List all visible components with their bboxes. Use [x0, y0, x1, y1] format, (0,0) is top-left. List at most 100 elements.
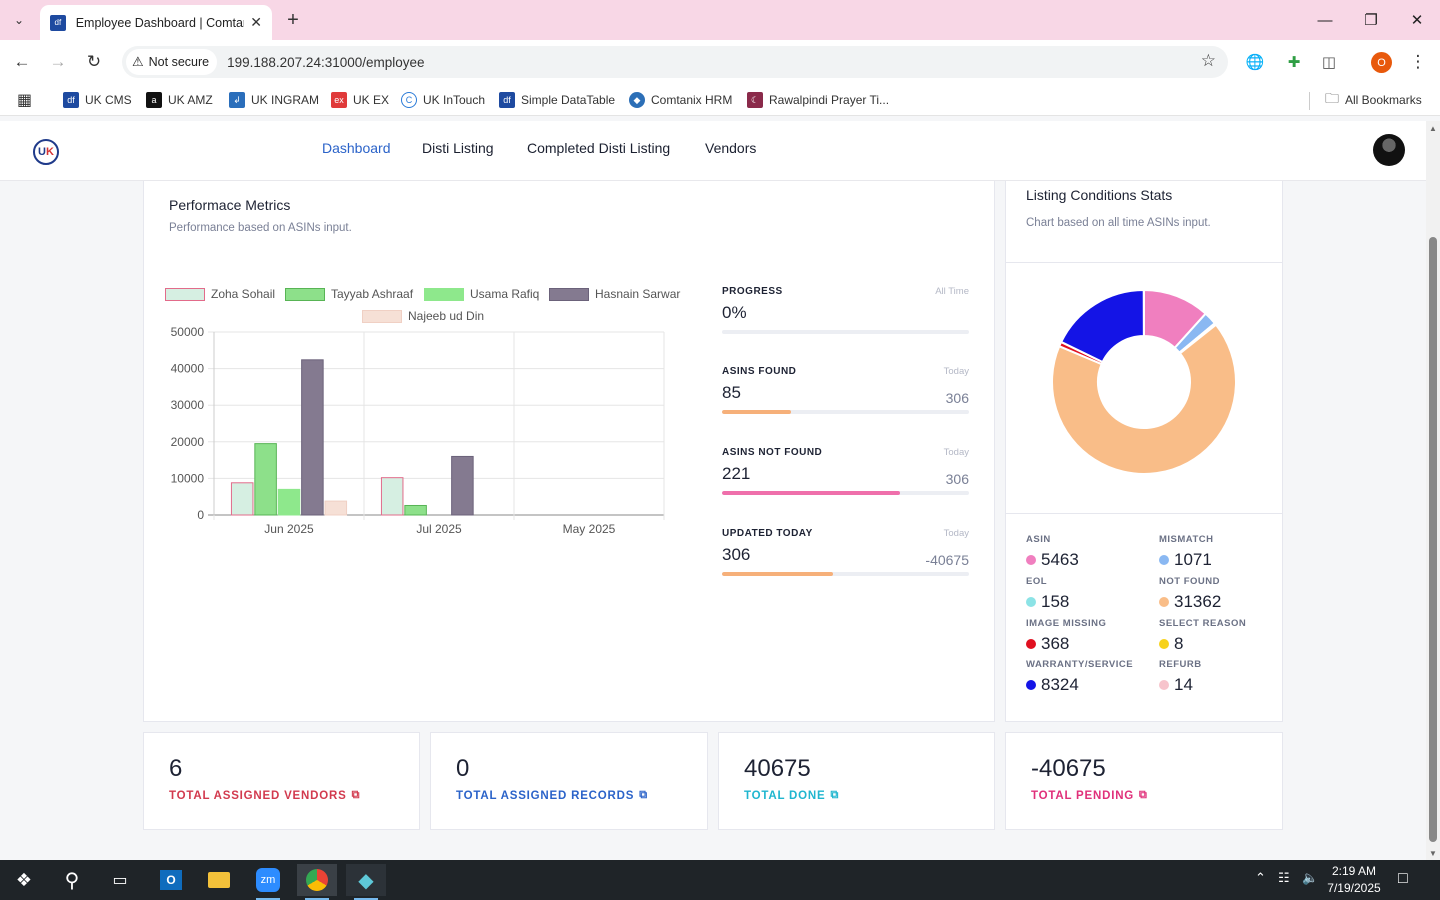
nav-vendors[interactable]: Vendors: [705, 140, 757, 156]
bar-tayyab-ashraaf[interactable]: [404, 504, 427, 516]
bar-zoha-sohail[interactable]: [380, 477, 404, 516]
bookmark-star-icon[interactable]: ☆: [1200, 51, 1216, 70]
bookmark-uk-ex[interactable]: ex UK EX: [331, 91, 389, 109]
volume-muted-icon[interactable]: 🔈: [1302, 870, 1319, 885]
profile-avatar[interactable]: O: [1371, 52, 1392, 73]
search-icon[interactable]: ⚲: [64, 869, 80, 892]
tab-search-chevron-icon[interactable]: ⌄: [13, 13, 25, 27]
all-bookmarks[interactable]: 🗀 All Bookmarks: [1325, 90, 1422, 109]
windows-start-icon[interactable]: ❖: [15, 869, 33, 890]
url-text[interactable]: 199.188.207.24:31000/employee: [227, 54, 425, 70]
translate-globe-icon[interactable]: 🌐: [1245, 54, 1265, 71]
stat-eol: EOL 158: [1026, 576, 1069, 612]
intouch-icon: C: [401, 92, 417, 108]
kpi-total-done: 40675 TOTAL DONE ⧉: [718, 732, 995, 830]
nav-dashboard[interactable]: Dashboard: [322, 140, 391, 156]
back-arrow-icon[interactable]: ←: [13, 52, 31, 71]
scroll-down-icon[interactable]: ▼: [1429, 849, 1437, 858]
metric-label: ASINS FOUND: [722, 366, 797, 377]
bookmark-rawalpindi-prayer[interactable]: ☾ Rawalpindi Prayer Ti...: [747, 91, 889, 109]
kpi-link[interactable]: TOTAL DONE ⧉: [744, 789, 840, 802]
kpi-value: 40675: [744, 755, 811, 782]
bookmark-uk-amz[interactable]: a UK AMZ: [146, 91, 213, 109]
browser-tab[interactable]: df Employee Dashboard | Comtani ✕: [40, 5, 272, 40]
scroll-up-icon[interactable]: ▲: [1429, 124, 1437, 133]
zoom-icon[interactable]: zm: [248, 864, 288, 900]
task-view-icon[interactable]: ▭: [112, 872, 128, 889]
menu-kebab-icon[interactable]: ⋮: [1409, 52, 1427, 71]
kpi-value: -40675: [1031, 755, 1106, 782]
forward-arrow-icon[interactable]: →: [49, 52, 67, 71]
nav-disti-listing[interactable]: Disti Listing: [422, 140, 494, 156]
bar-hasnain-sarwar[interactable]: [451, 455, 474, 516]
folder-icon: 🗀: [1325, 90, 1339, 106]
bookmark-comtanix-hrm[interactable]: ◆ Comtanix HRM: [629, 91, 732, 109]
bookmark-uk-ingram[interactable]: ↲ UK INGRAM: [229, 91, 319, 109]
clock-time: 2:19 AM: [1331, 864, 1377, 878]
tab-title: Employee Dashboard | Comtani: [75, 15, 245, 30]
y-tick-label: 20000: [171, 435, 205, 449]
network-icon[interactable]: ☷: [1278, 870, 1290, 885]
donut-slice-not-found[interactable]: [1051, 323, 1237, 475]
stat-value: 5463: [1041, 550, 1079, 569]
notifications-icon[interactable]: □: [1398, 870, 1408, 887]
metric-period: Today: [943, 447, 969, 458]
user-avatar[interactable]: [1373, 134, 1405, 166]
legend-dot: [1026, 555, 1036, 565]
close-window-icon[interactable]: ✕: [1410, 12, 1424, 29]
kpi-link[interactable]: TOTAL PENDING ⧉: [1031, 789, 1148, 802]
stat-label: EOL: [1026, 576, 1048, 587]
bar-usama-rafiq[interactable]: [277, 488, 301, 516]
security-chip[interactable]: ⚠ Not secure: [126, 49, 218, 75]
reload-icon[interactable]: ↻: [86, 52, 102, 71]
tray-chevron-up-icon[interactable]: ⌃: [1255, 870, 1266, 885]
legend-zoha-sohail[interactable]: Zoha Sohail: [165, 287, 275, 301]
browser-toolbar: ← → ↻ ⚠ Not secure 199.188.207.24:31000/…: [0, 40, 1440, 84]
legend-najeeb-ud-din[interactable]: Najeeb ud Din: [362, 309, 484, 323]
legend-hasnain-sarwar[interactable]: Hasnain Sarwar: [549, 287, 680, 301]
bar-zoha-sohail[interactable]: [230, 482, 254, 516]
metric-period: All Time: [935, 286, 969, 297]
warning-icon: ⚠: [132, 54, 144, 69]
stat-warranty-service: WARRANTY/SERVICE 8324: [1026, 659, 1133, 695]
chrome-icon[interactable]: [297, 864, 337, 900]
extension-puzzle-green-icon[interactable]: ✚: [1287, 54, 1301, 71]
apps-grid-icon[interactable]: ▦: [17, 92, 33, 109]
bookmark-uk-cms[interactable]: df UK CMS: [63, 91, 132, 109]
app-diamond-icon[interactable]: ◆: [346, 864, 386, 900]
stat-refurb: REFURB 14: [1159, 659, 1202, 695]
legend-tayyab-ashraaf[interactable]: Tayyab Ashraaf: [285, 287, 413, 301]
file-explorer-icon[interactable]: [199, 864, 239, 896]
clock-date: 7/19/2025: [1327, 881, 1381, 895]
performance-bar-chart: 50000 40000 30000 20000 10000 0 Jun 2025 Jul 20…: [171, 325, 665, 536]
tab-favicon-icon: df: [50, 14, 66, 31]
metric-label: PROGRESS: [722, 286, 783, 297]
extensions-icon[interactable]: ◫: [1321, 54, 1337, 71]
external-link-icon: ⧉: [639, 789, 648, 801]
bar-najeeb-ud-din[interactable]: [324, 500, 348, 516]
nav-completed-disti-listing[interactable]: Completed Disti Listing: [527, 140, 671, 156]
taskbar-clock[interactable]: 2:19 AM 7/19/2025: [1318, 863, 1390, 897]
page-scrollbar[interactable]: ▲ ▼: [1426, 121, 1440, 860]
windows-taskbar: ❖ ⚲ ▭ O zm ◆ ⌃ ☷ 🔈 2:19 AM 7/19/2025 □: [0, 860, 1440, 900]
minimize-icon[interactable]: —: [1317, 11, 1333, 29]
kpi-link[interactable]: TOTAL ASSIGNED RECORDS ⧉: [456, 789, 648, 802]
restore-icon[interactable]: ❐: [1364, 12, 1378, 29]
outlook-icon[interactable]: O: [151, 864, 191, 896]
kpi-link[interactable]: TOTAL ASSIGNED VENDORS ⧉: [169, 789, 361, 802]
bar-tayyab-ashraaf[interactable]: [254, 443, 277, 516]
new-tab-button[interactable]: +: [287, 8, 299, 31]
scrollbar-thumb[interactable]: [1429, 237, 1437, 842]
legend-usama-rafiq[interactable]: Usama Rafiq: [424, 287, 539, 301]
df-icon: df: [499, 92, 515, 108]
metric-period: Today: [943, 366, 969, 377]
close-tab-icon[interactable]: ✕: [250, 14, 262, 30]
bookmark-uk-intouch[interactable]: C UK InTouch: [401, 91, 485, 109]
bar-hasnain-sarwar[interactable]: [301, 359, 324, 516]
address-bar[interactable]: ⚠ Not secure 199.188.207.24:31000/employ…: [122, 46, 1228, 78]
bookmark-simple-datatable[interactable]: df Simple DataTable: [499, 91, 615, 109]
kpi-value: 6: [169, 755, 183, 782]
stat-label: MISMATCH: [1159, 534, 1214, 545]
